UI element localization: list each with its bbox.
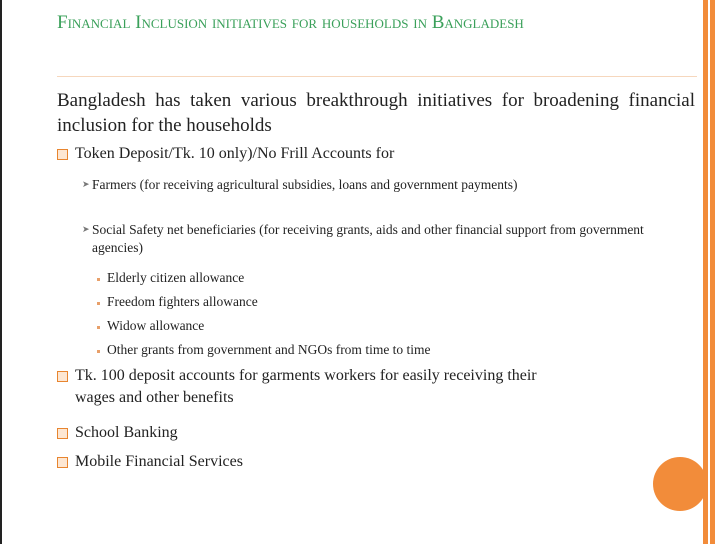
bullet <box>97 302 100 305</box>
bullet-text: Token Deposit/Tk. 10 only)/No Frill Acco… <box>75 145 395 162</box>
bullet <box>57 371 68 382</box>
slide-title: Financial Inclusion initiatives for hous… <box>57 12 524 33</box>
intro-text: Bangladesh has taken various breakthroug… <box>57 90 695 136</box>
left-border <box>0 0 2 544</box>
bullet <box>97 326 100 329</box>
bullet <box>57 457 68 468</box>
bullet-text: Tk. 100 deposit accounts for garments wo… <box>75 367 537 406</box>
right-stripe <box>703 0 708 544</box>
bullet-text: Social Safety net beneficiaries (for rec… <box>92 222 644 255</box>
bullet <box>57 149 68 160</box>
bullet-text: Elderly citizen allowance <box>107 270 245 285</box>
bullet <box>97 278 100 281</box>
bullet-text: Freedom fighters allowance <box>107 294 258 309</box>
bullet <box>57 428 68 439</box>
bullet-text: Mobile Financial Services <box>75 453 243 470</box>
bullet-text: Widow allowance <box>107 318 205 333</box>
bullet-text: Farmers (for receiving agricultural subs… <box>92 177 518 192</box>
title-rule <box>57 76 697 77</box>
bullet: ➤ <box>82 180 90 190</box>
right-stripe <box>710 0 715 544</box>
bullet-text: Other grants from government and NGOs fr… <box>107 342 431 357</box>
orange-circle <box>653 457 707 511</box>
bullet <box>97 350 100 353</box>
bullet-text: School Banking <box>75 424 178 441</box>
bullet: ➤ <box>82 225 90 235</box>
